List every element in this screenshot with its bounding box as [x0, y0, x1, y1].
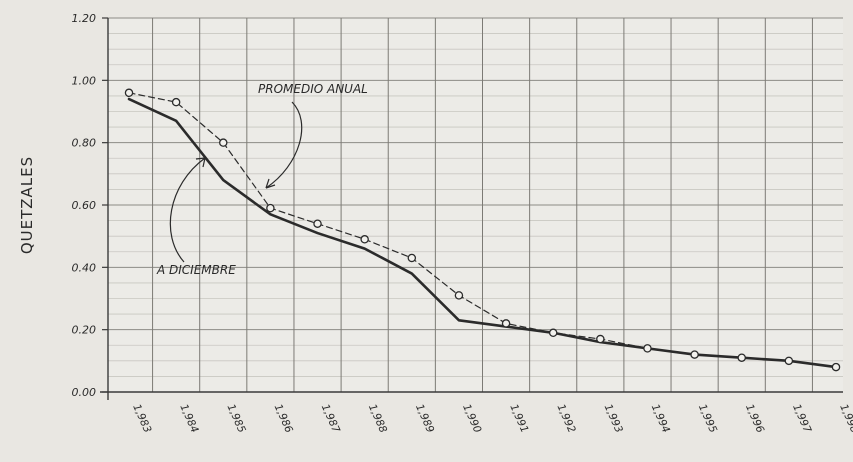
- annotation-arrow-promedio-anual: [265, 101, 303, 189]
- data-point-promedio-anual: [171, 97, 181, 107]
- data-point-promedio-anual: [454, 291, 464, 300]
- y-tick-label: 0.60: [72, 199, 97, 212]
- data-point-promedio-anual: [784, 356, 794, 366]
- annotation-a-diciembre: A DICIEMBRE: [156, 263, 236, 277]
- annotation-promedio-anual: PROMEDIO ANUAL: [258, 82, 368, 96]
- y-tick-label: 0.40: [72, 261, 97, 274]
- x-tick-label: 1,998: [837, 402, 853, 435]
- data-point-promedio-anual: [548, 328, 558, 338]
- x-tick-label: 1,986: [272, 402, 295, 435]
- x-tick-label: 1,997: [790, 402, 813, 435]
- x-tick-label: 1,990: [460, 402, 483, 435]
- data-point-promedio-anual: [596, 334, 605, 344]
- data-point-promedio-anual: [360, 235, 369, 244]
- x-tick-label: 1,994: [649, 402, 672, 434]
- data-point-promedio-anual: [407, 253, 417, 263]
- y-axis-label: QUETZALES: [18, 156, 36, 254]
- x-tick-label: 1,991: [507, 402, 530, 434]
- x-tick-label: 1,989: [413, 402, 436, 435]
- y-tick-label: 0.00: [72, 386, 97, 399]
- data-point-promedio-anual: [266, 203, 275, 213]
- x-tick-label: 1,985: [225, 402, 248, 435]
- x-tick-label: 1,996: [743, 402, 766, 435]
- x-tick-label: 1,984: [177, 402, 200, 434]
- x-tick-label: 1,983: [130, 402, 153, 434]
- x-tick-label: 1,988: [366, 402, 389, 435]
- data-point-promedio-anual: [219, 138, 228, 147]
- y-tick-label: 0.80: [72, 137, 97, 150]
- data-point-promedio-anual: [690, 350, 699, 359]
- y-tick-label: 1.20: [72, 12, 97, 25]
- arrowhead-icon: [195, 157, 206, 168]
- series-line-promedio-anual: [128, 92, 837, 368]
- data-point-promedio-anual: [831, 362, 841, 372]
- data-point-promedio-anual: [124, 88, 134, 98]
- data-point-promedio-anual: [643, 344, 652, 353]
- data-point-promedio-anual: [313, 219, 322, 228]
- y-tick-label: 1.00: [72, 74, 97, 87]
- y-tick-label: 0.20: [72, 324, 97, 337]
- x-tick-label: 1,987: [319, 402, 342, 435]
- x-tick-label: 1,995: [696, 402, 719, 435]
- data-point-promedio-anual: [737, 353, 746, 362]
- data-point-promedio-anual: [501, 319, 511, 328]
- x-tick-label: 1,993: [602, 402, 625, 434]
- annotation-arrow-a-diciembre: [169, 157, 206, 263]
- x-tick-label: 1,992: [554, 402, 577, 435]
- arrowhead-icon: [265, 178, 276, 189]
